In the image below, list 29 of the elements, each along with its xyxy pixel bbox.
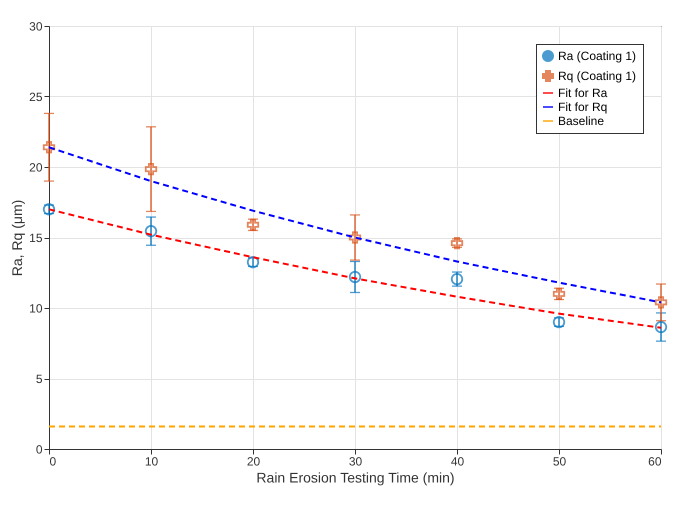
x-tick-label: 60 bbox=[648, 454, 662, 468]
point bbox=[348, 270, 362, 284]
y-tick-label: 25 bbox=[29, 90, 43, 104]
legend-label: Baseline bbox=[558, 114, 604, 128]
legend-label: Fit for Rq bbox=[558, 100, 608, 114]
point bbox=[654, 296, 668, 309]
x-tick-label: 10 bbox=[144, 454, 158, 468]
legend-label: Ra (Coating 1) bbox=[558, 49, 636, 63]
y-tick-label: 15 bbox=[29, 231, 43, 245]
point bbox=[654, 320, 668, 334]
x-tick-label: 0 bbox=[50, 454, 56, 468]
point bbox=[144, 225, 158, 238]
point bbox=[42, 141, 56, 154]
x-tick-label: 20 bbox=[246, 454, 260, 468]
x-tick-label: 40 bbox=[450, 454, 464, 468]
point bbox=[144, 162, 158, 176]
legend-label: Rq (Coating 1) bbox=[558, 69, 636, 83]
line-series bbox=[48, 208, 662, 329]
x-tick-label: 50 bbox=[552, 454, 566, 468]
y-tick-label: 20 bbox=[29, 160, 43, 174]
y-tick-label: 10 bbox=[29, 302, 43, 316]
point bbox=[348, 231, 362, 244]
y-axis-title: Ra, Rq (μm) bbox=[9, 200, 26, 276]
y-tick-label: 30 bbox=[29, 20, 43, 34]
y-tick-label: 0 bbox=[36, 442, 43, 456]
x-tick-label: 30 bbox=[348, 454, 362, 468]
x-axis-title: Rain Erosion Testing Time (min) bbox=[256, 470, 455, 486]
y-tick-label: 5 bbox=[36, 372, 43, 386]
legend-label: Fit for Ra bbox=[558, 86, 608, 100]
